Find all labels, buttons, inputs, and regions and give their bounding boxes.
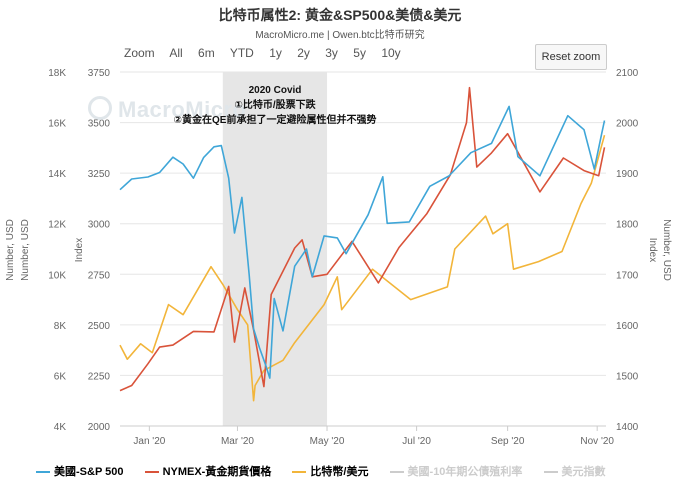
zoom-10y-button[interactable]: 10y bbox=[381, 46, 401, 60]
y-tick-usd: 6K bbox=[54, 371, 67, 382]
y-tick-index-left: 2750 bbox=[88, 270, 111, 281]
y-tick-usd: 18K bbox=[48, 68, 66, 79]
y-axis-title-number-usd-right: Number, USD bbox=[661, 219, 672, 281]
y-tick-index-right: 2100 bbox=[616, 68, 639, 79]
y-tick-index-left: 2500 bbox=[88, 321, 111, 332]
y-tick-index-right: 1600 bbox=[616, 321, 639, 332]
chart-subtitle: MacroMicro.me | Owen.btc比特币研究 bbox=[255, 30, 425, 41]
gold-futures-line bbox=[119, 86, 606, 392]
legend-label-dxy: 美元指數 bbox=[561, 466, 606, 478]
zoom-6m-button[interactable]: 6m bbox=[198, 46, 215, 60]
legend-item-btc[interactable]: 比特幣/美元 bbox=[292, 463, 368, 479]
zoom-1y-button[interactable]: 1y bbox=[269, 46, 282, 60]
watermark-text: MacroMicro bbox=[118, 97, 247, 122]
covid-highlight-band bbox=[222, 72, 328, 426]
legend-item-dxy[interactable]: 美元指數 bbox=[543, 463, 606, 479]
legend-item-sp500[interactable]: 美國-S&P 500 bbox=[36, 463, 124, 479]
chart-canvas: 4K 2000 1400 6K 2250 1500 8K 2500 1600 10K 2750 170… bbox=[5, 68, 672, 447]
legend-swatch-gold bbox=[144, 471, 159, 474]
y-tick-index-right: 1500 bbox=[616, 371, 639, 382]
chart-title: 比特币属性2: 黄金&SP500&美债&美元 bbox=[218, 7, 462, 23]
y-tick-index-left: 2000 bbox=[88, 422, 111, 433]
legend-label-sp500: 美國-S&P 500 bbox=[54, 466, 124, 478]
y-tick-usd: 12K bbox=[48, 220, 66, 231]
legend: 美國-S&P 500 NYMEX-黃金期貨價格 比特幣/美元 美國-10年期公債… bbox=[36, 463, 624, 479]
x-tick-label: Nov '20 bbox=[580, 436, 614, 447]
legend-item-us10y[interactable]: 美國-10年期公債殖利率 bbox=[389, 463, 523, 479]
annotation-heading: 2020 Covid bbox=[248, 85, 302, 96]
legend-swatch-btc bbox=[292, 471, 307, 474]
y-tick-index-right: 2000 bbox=[616, 119, 639, 130]
y-axis-title-index-right: Index bbox=[647, 238, 658, 262]
y-tick-index-right: 1400 bbox=[616, 422, 639, 433]
y-tick-usd: 10K bbox=[48, 270, 66, 281]
legend-item-gold[interactable]: NYMEX-黃金期貨價格 bbox=[144, 463, 272, 479]
y-axis-title-number-usd: Number, USD bbox=[5, 219, 16, 281]
zoom-label: Zoom bbox=[124, 46, 155, 60]
annotation-line1: ①比特币/股票下跌 bbox=[234, 100, 316, 111]
x-tick-label: Jul '20 bbox=[402, 436, 431, 447]
x-tick-label: Sep '20 bbox=[491, 436, 525, 447]
zoom-2y-button[interactable]: 2y bbox=[297, 46, 310, 60]
sp500-line bbox=[119, 105, 606, 379]
legend-swatch-sp500 bbox=[36, 471, 50, 474]
y-tick-index-right: 1700 bbox=[616, 270, 639, 281]
legend-label-gold: NYMEX-黃金期貨價格 bbox=[162, 466, 272, 478]
y-tick-index-left: 3500 bbox=[88, 119, 111, 130]
legend-swatch-dxy bbox=[543, 471, 558, 474]
x-tick-label: May '20 bbox=[310, 436, 345, 447]
watermark-logo-icon bbox=[88, 96, 112, 120]
y-tick-index-right: 1900 bbox=[616, 169, 639, 180]
legend-label-us10y: 美國-10年期公債殖利率 bbox=[407, 466, 523, 478]
y-tick-index-right: 1800 bbox=[616, 220, 639, 231]
y-axis-title-number-usd-2: Number, USD bbox=[20, 219, 31, 281]
legend-label-btc: 比特幣/美元 bbox=[310, 466, 369, 478]
annotation-line2: ②黄金在QE前承担了一定避险属性但并不强势 bbox=[173, 115, 377, 126]
y-tick-index-left: 3750 bbox=[88, 68, 111, 79]
y-tick-usd: 8K bbox=[54, 321, 67, 332]
zoom-5y-button[interactable]: 5y bbox=[353, 46, 366, 60]
y-axis-title-index-left: Index bbox=[74, 238, 85, 262]
y-tick-usd: 14K bbox=[48, 169, 66, 180]
reset-zoom-button[interactable]: Reset zoom bbox=[535, 44, 607, 70]
zoom-ytd-button[interactable]: YTD bbox=[229, 46, 254, 60]
y-tick-index-left: 2250 bbox=[88, 371, 111, 382]
y-tick-usd: 4K bbox=[54, 422, 67, 433]
zoom-3y-button[interactable]: 3y bbox=[325, 46, 338, 60]
zoom-all-button[interactable]: All bbox=[169, 46, 183, 60]
x-tick-label: Jan '20 bbox=[133, 436, 165, 447]
x-tick-label: Mar '20 bbox=[221, 436, 254, 447]
y-tick-index-left: 3250 bbox=[88, 169, 111, 180]
legend-swatch-us10y bbox=[389, 471, 404, 474]
y-tick-usd: 16K bbox=[48, 119, 66, 130]
y-tick-index-left: 3000 bbox=[88, 220, 111, 231]
zoom-bar: Zoom All 6m YTD 1y 2y 3y 5y 10y bbox=[124, 46, 413, 60]
btc-usd-line bbox=[119, 134, 606, 402]
